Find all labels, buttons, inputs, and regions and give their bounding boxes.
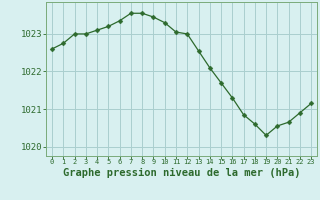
X-axis label: Graphe pression niveau de la mer (hPa): Graphe pression niveau de la mer (hPa) <box>63 168 300 178</box>
